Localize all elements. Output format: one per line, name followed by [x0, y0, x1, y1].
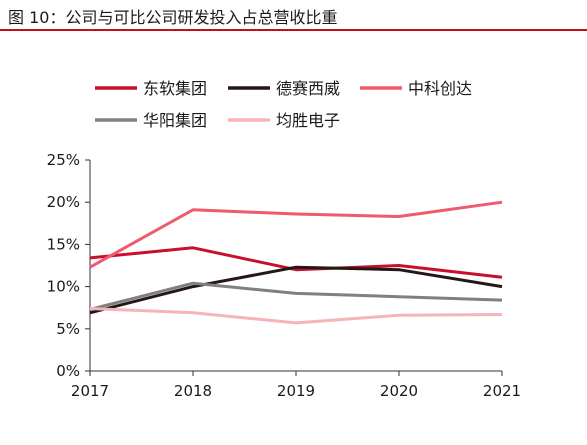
y-tick-label: 15%	[47, 235, 80, 253]
series-line-5	[89, 307, 503, 325]
legend-label: 华阳集团	[143, 111, 207, 130]
legend-item-3: 中科创达	[360, 79, 472, 98]
x-tick-label: 2019	[277, 382, 315, 400]
series-line-3	[89, 200, 503, 269]
legend-label: 东软集团	[143, 79, 207, 98]
x-tick-label: 2017	[71, 382, 109, 400]
series-line-4	[89, 281, 503, 311]
series-line-1	[89, 246, 503, 279]
legend-item-2: 德赛西威	[228, 79, 340, 98]
figure-title: 图 10：公司与可比公司研发投入占总营收比重	[8, 8, 338, 27]
series-line-2	[89, 265, 503, 315]
y-tick-label: 0%	[56, 362, 80, 380]
legend-label: 中科创达	[408, 79, 472, 98]
x-tick-label: 2020	[380, 382, 418, 400]
axes: 0% 5% 10% 15% 20% 25% 2017 2018 2019 2020 2021	[47, 151, 521, 400]
y-tick-label: 20%	[47, 193, 80, 211]
legend-item-4: 华阳集团	[95, 111, 207, 130]
y-tick-label: 10%	[47, 278, 80, 296]
legend-label: 德赛西威	[276, 79, 340, 98]
legend-label: 均胜电子	[276, 111, 340, 130]
title-divider	[0, 29, 587, 31]
legend-item-5: 均胜电子	[228, 111, 340, 130]
y-tick-label: 5%	[56, 320, 80, 338]
x-tick-label: 2021	[483, 382, 521, 400]
x-tick-label: 2018	[174, 382, 212, 400]
legend-item-1: 东软集团	[95, 79, 207, 98]
y-tick-label: 25%	[47, 151, 80, 169]
series-layer	[89, 200, 503, 325]
